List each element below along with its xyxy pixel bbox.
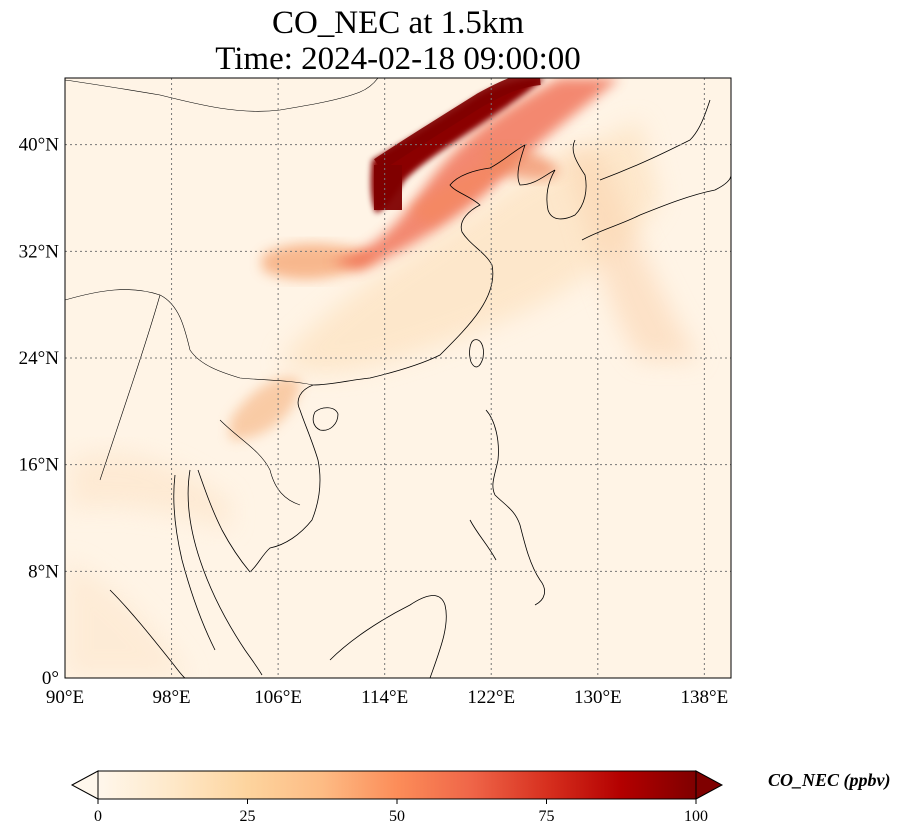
lon-tick-label: 130°E: [574, 687, 622, 708]
lat-tick-label: 16°N: [19, 455, 60, 476]
lon-tick-label: 114°E: [361, 687, 408, 708]
concentration-field: [65, 78, 731, 678]
map-title: CO_NEC at 1.5km: [271, 5, 525, 41]
gridlines: [65, 78, 731, 678]
colorbar-gradient: [97, 770, 697, 800]
lon-tick-labels: 90°E 98°E 106°E 114°E 122°E 130°E 138°E: [46, 687, 728, 708]
colorbar-tick-label: 100: [684, 808, 708, 825]
colorbar-label: CO_NEC (ppbv): [768, 770, 891, 790]
map-time-subtitle: Time: 2024-02-18 09:00:00: [215, 41, 581, 77]
lon-tick-label: 98°E: [152, 687, 190, 708]
colorbar-extend-min: [70, 770, 99, 800]
lat-tick-label: 0°: [42, 668, 59, 689]
lat-tick-label: 8°N: [28, 561, 59, 582]
colorbar-tick-label: 75: [539, 808, 555, 825]
lat-tick-label: 24°N: [19, 348, 60, 369]
colorbar-tick-label: 0: [94, 808, 102, 825]
lat-tick-label: 32°N: [19, 241, 60, 262]
lat-tick-label: 40°N: [19, 135, 60, 156]
lon-tick-label: 90°E: [46, 687, 84, 708]
coastlines: [65, 78, 731, 678]
colorbar-tick-label: 25: [240, 808, 256, 825]
colorbar-tick-label: 50: [389, 808, 405, 825]
lon-tick-label: 138°E: [681, 687, 729, 708]
lon-tick-label: 106°E: [254, 687, 302, 708]
lon-tick-label: 122°E: [467, 687, 515, 708]
colorbar: 0 25 50 75 100: [70, 770, 724, 825]
lat-tick-labels: 0° 8°N 16°N 24°N 32°N 40°N: [19, 135, 60, 689]
colorbar-extend-max: [695, 770, 724, 800]
map-frame: [64, 77, 732, 679]
